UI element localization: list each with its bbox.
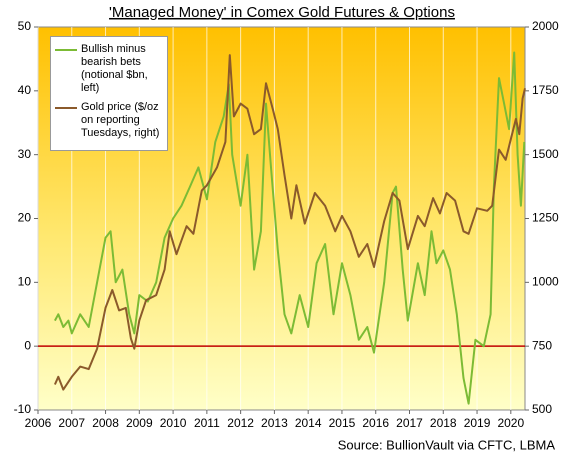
y-tick-label: 0	[24, 338, 31, 352]
y-tick-label: 20	[18, 211, 32, 225]
y2-tick-label: 2000	[532, 19, 559, 33]
y-tick-label: 40	[18, 83, 32, 97]
x-tick-label: 2018	[430, 416, 457, 430]
x-tick-label: 2017	[396, 416, 423, 430]
x-tick-label: 2008	[92, 416, 119, 430]
x-tick-label: 2009	[126, 416, 153, 430]
y2-tick-label: 500	[532, 402, 552, 416]
legend-label: Gold price ($/oz on reporting Tuesdays, …	[81, 101, 160, 139]
y2-tick-label: 1500	[532, 147, 559, 161]
y-tick-label: -10	[14, 402, 32, 416]
x-tick-label: 2020	[497, 416, 524, 430]
y-tick-label: 10	[18, 275, 32, 289]
x-tick-label: 2013	[261, 416, 288, 430]
x-tick-label: 2010	[160, 416, 187, 430]
y2-tick-label: 1750	[532, 83, 559, 97]
y-tick-label: 50	[18, 19, 32, 33]
legend-item: Gold price ($/oz on reporting Tuesdays, …	[55, 101, 163, 140]
x-tick-label: 2006	[25, 416, 52, 430]
x-tick-label: 2011	[194, 416, 220, 430]
x-tick-label: 2012	[227, 416, 254, 430]
legend-item: Bullish minus bearish bets (notional $bn…	[55, 43, 163, 95]
source-note: Source: BullionVault via CFTC, LBMA	[338, 437, 556, 452]
chart-title: 'Managed Money' in Comex Gold Futures & …	[109, 4, 455, 21]
y2-tick-label: 1000	[532, 275, 559, 289]
legend-swatch	[55, 107, 77, 109]
x-tick-label: 2014	[295, 416, 322, 430]
y2-tick-label: 750	[532, 338, 552, 352]
legend-label: Bullish minus bearish bets (notional $bn…	[81, 43, 148, 94]
x-tick-label: 2019	[464, 416, 491, 430]
y-tick-label: 30	[18, 147, 32, 161]
x-tick-label: 2007	[58, 416, 85, 430]
series-line	[53, 54, 526, 391]
x-tick-label: 2016	[362, 416, 389, 430]
series-line	[54, 51, 526, 405]
legend-swatch	[55, 49, 77, 51]
x-tick-label: 2015	[329, 416, 356, 430]
y2-tick-label: 1250	[532, 211, 559, 225]
legend: Bullish minus bearish bets (notional $bn…	[50, 36, 168, 151]
